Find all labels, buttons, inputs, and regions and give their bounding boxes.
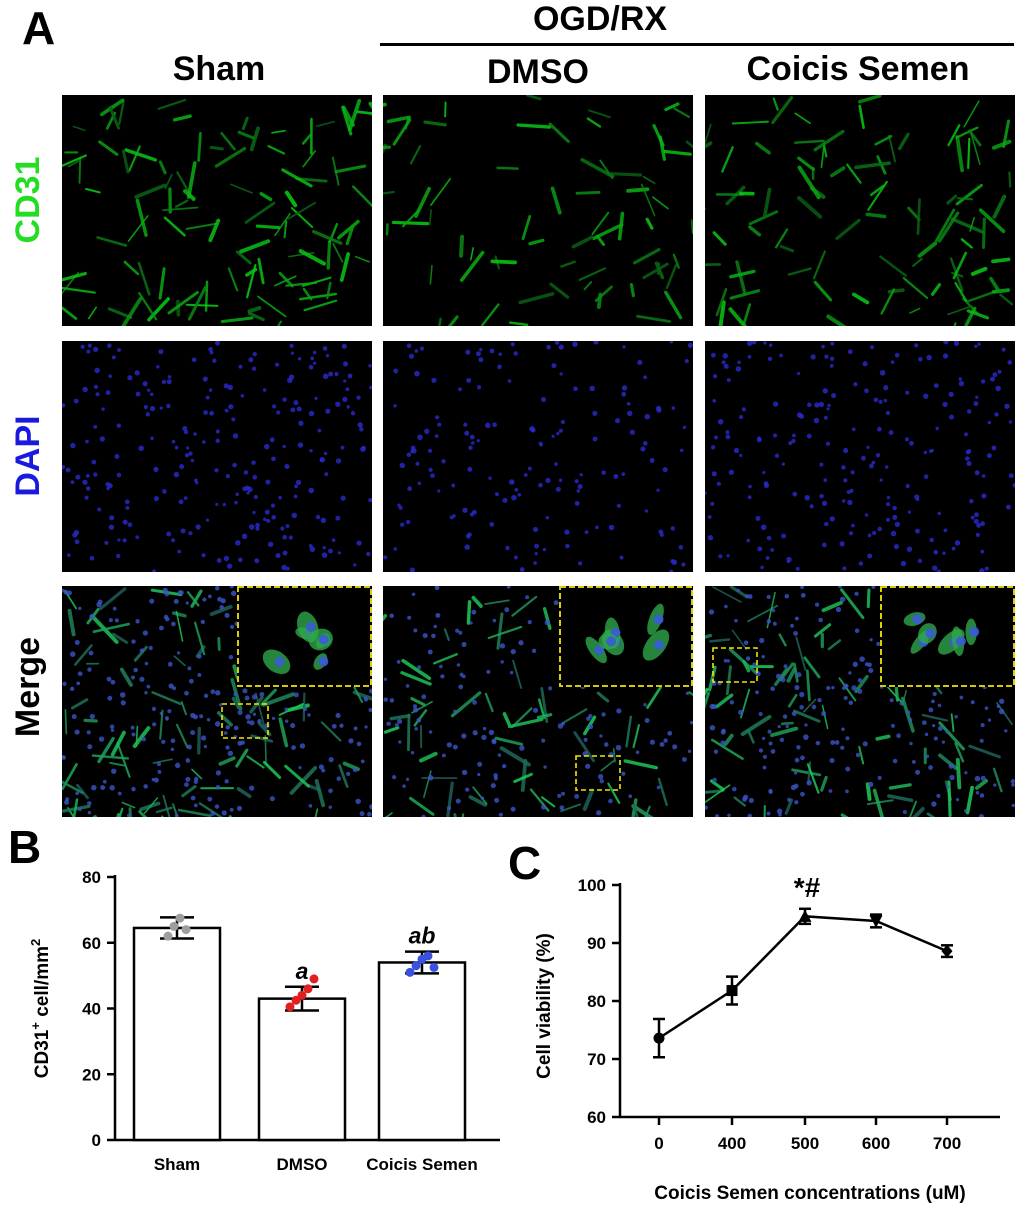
y-tick-label: 90 (587, 934, 606, 953)
x-tick-label: Sham (154, 1155, 200, 1174)
micrograph-merge-coicis-semen (705, 586, 1015, 817)
column-header-sham: Sham (172, 50, 266, 88)
data-point (181, 925, 191, 935)
data-point (297, 990, 307, 1000)
y-axis-label: Cell viability (%) (534, 933, 555, 1079)
group-header-line (380, 43, 1014, 46)
x-tick-label: DMSO (277, 1155, 328, 1174)
y-tick-label: 0 (92, 1131, 101, 1150)
data-point (653, 1032, 665, 1044)
significance-label: ab (409, 923, 436, 949)
bar-dmso (257, 997, 347, 1142)
data-point (798, 909, 812, 922)
data-point (175, 913, 185, 923)
inset-zoom-box (237, 586, 372, 687)
data-point (163, 931, 173, 941)
row-label-cd31: CD31 (9, 156, 47, 244)
data-point (309, 974, 319, 984)
y-tick-label: 20 (82, 1065, 101, 1084)
panel-c-letter: C (508, 837, 542, 889)
data-point (941, 944, 953, 958)
panel-a-letter: A (22, 2, 56, 54)
x-tick-label: 500 (791, 1134, 819, 1153)
data-point (169, 921, 179, 931)
micrograph-dapi-dmso (383, 341, 693, 572)
y-tick-label: 60 (82, 934, 101, 953)
micrograph-dapi-sham (62, 341, 372, 572)
inset-marker-box (712, 647, 758, 683)
significance-label: a (296, 958, 309, 984)
data-point (423, 951, 433, 961)
panel-b-letter: B (8, 821, 42, 873)
micrograph-cd31-sham (62, 95, 372, 326)
x-tick-label: 0 (654, 1134, 663, 1153)
inset-marker-box (575, 755, 621, 791)
y-tick-label: 80 (587, 992, 606, 1011)
micrograph-merge-dmso (383, 586, 693, 817)
x-axis-label: Coicis Semen concentrations (uM) (654, 1183, 965, 1204)
y-tick-label: 80 (82, 868, 101, 887)
data-point (726, 985, 738, 997)
data-point (405, 967, 415, 977)
y-axis-label: CD31+ cell/mm2 (28, 939, 53, 1078)
bar-sham (132, 926, 222, 1142)
row-label-dapi: DAPI (9, 415, 47, 497)
y-tick-label: 70 (587, 1050, 606, 1069)
x-tick-label: 700 (933, 1134, 961, 1153)
inset-zoom-box (880, 586, 1015, 687)
column-header-dmso: DMSO (487, 53, 589, 91)
data-point (429, 962, 439, 972)
micrograph-cd31-dmso (383, 95, 693, 326)
bar-coicis-semen (377, 961, 467, 1142)
column-header-coicis-semen: Coicis Semen (746, 50, 970, 88)
data-point (291, 995, 301, 1005)
y-tick-label: 60 (587, 1108, 606, 1127)
cd31-bar-chart: 0 20 40 60 80 CD31+ cell/mm2 Sham a DMSO ab Coicis… (28, 868, 500, 1174)
x-tick-label: 600 (862, 1134, 890, 1153)
data-point (285, 1002, 295, 1012)
micrograph-merge-sham (62, 586, 372, 817)
micrograph-cd31-coicis-semen (705, 95, 1015, 326)
inset-zoom-box (559, 586, 693, 687)
micrograph-dapi-coicis-semen (705, 341, 1015, 572)
y-tick-label: 100 (578, 876, 606, 895)
x-tick-label: 400 (718, 1134, 746, 1153)
cell-viability-line-chart: 60 70 80 90 100 0 400 500 600 700 Cell viability (… (534, 872, 1000, 1204)
row-label-merge: Merge (9, 636, 47, 738)
data-point (869, 915, 883, 928)
data-point (303, 984, 313, 994)
y-tick-label: 40 (82, 1000, 101, 1019)
data-point (411, 961, 421, 971)
x-tick-label: Coicis Semen (366, 1155, 478, 1174)
ogd-rx-group-header: OGD/RX (532, 0, 668, 38)
series-line (658, 915, 948, 1040)
significance-label: *# (794, 872, 821, 903)
